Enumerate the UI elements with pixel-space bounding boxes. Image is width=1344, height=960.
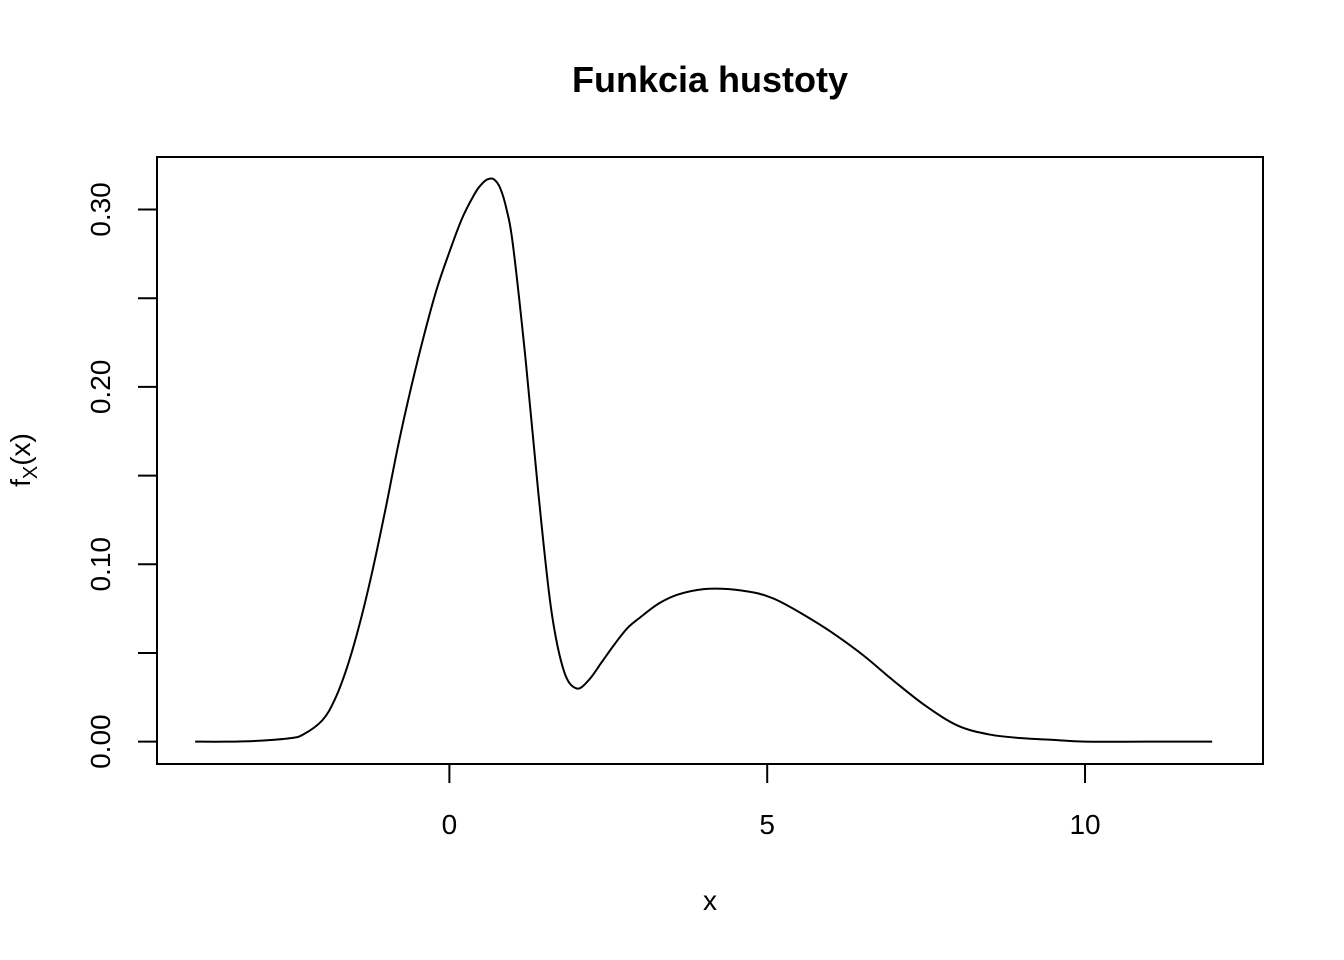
y-tick-label: 0.00 bbox=[85, 714, 116, 769]
y-axis-label: fX(x) bbox=[5, 433, 42, 487]
y-tick-label: 0.30 bbox=[85, 182, 116, 237]
y-axis-label-suffix: (x) bbox=[5, 433, 36, 466]
y-axis: 0.00 0.10 0.20 0.30 bbox=[85, 182, 158, 769]
y-tick-label: 0.10 bbox=[85, 537, 116, 592]
y-axis-label-subscript: X bbox=[20, 466, 42, 479]
y-axis-label-base: f bbox=[5, 479, 36, 487]
plot-area-border bbox=[156, 156, 1264, 765]
chart-title: Funkcia hustoty bbox=[572, 59, 848, 100]
x-axis-label: x bbox=[703, 885, 717, 916]
x-tick-label: 10 bbox=[1069, 809, 1100, 840]
y-tick-label: 0.20 bbox=[85, 360, 116, 415]
x-axis: 0 5 10 bbox=[442, 763, 1101, 840]
x-tick-label: 0 bbox=[442, 809, 458, 840]
density-curve bbox=[195, 177, 1213, 743]
x-tick-label: 5 bbox=[759, 809, 775, 840]
